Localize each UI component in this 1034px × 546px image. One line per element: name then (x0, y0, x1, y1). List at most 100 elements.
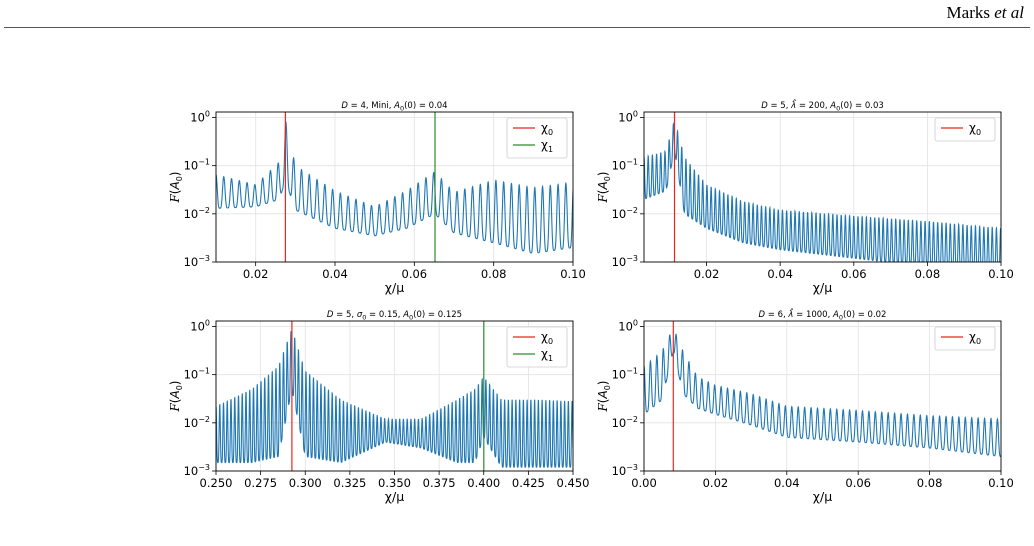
y-label-subscript: 0 (175, 385, 184, 390)
series-line (216, 331, 573, 468)
y-tick-base: 10 (612, 416, 627, 430)
y-label-paren-close: ) (168, 380, 182, 385)
chart-title-segment: A (393, 101, 400, 111)
x-tick-label: 0.300 (289, 476, 322, 490)
legend-label-chi0: χ0 (541, 330, 553, 346)
legend-label-subscript: 0 (976, 128, 981, 137)
chart-title-segment: = 5, (768, 101, 791, 111)
y-tick-base: 10 (612, 464, 627, 478)
chart-title-segment: 0 (362, 314, 366, 322)
x-axis-label: χ/μ (813, 489, 832, 504)
y-axis-label: F(A0) (168, 380, 184, 412)
x-tick-label: 0.250 (200, 476, 233, 490)
chart-title-segment: A (829, 101, 836, 111)
chart-title-segment: 0 (400, 105, 404, 113)
y-tick-base: 10 (184, 416, 199, 430)
x-tick-label: 0.02 (694, 267, 720, 281)
y-tick-exponent: −2 (198, 206, 210, 215)
chart-title-segment: D (341, 101, 348, 111)
y-tick-exponent: −1 (626, 367, 638, 376)
y-tick-exponent: 0 (205, 109, 210, 118)
legend-label-chi1: χ1 (541, 347, 553, 363)
x-tick-label: 0.10 (988, 476, 1014, 490)
x-tick-label: 0.08 (481, 267, 507, 281)
y-tick-label: 100 (618, 109, 638, 124)
series-line (644, 122, 1001, 262)
chart-title: D = 5, σ0 = 0.15, A0(0) = 0.125 (327, 310, 462, 322)
y-tick-base: 10 (184, 159, 199, 173)
y-label-var: A (168, 181, 182, 190)
legend-label-symbol: χ (541, 121, 548, 135)
y-tick-exponent: −2 (626, 206, 638, 215)
y-axis-label: F(A0) (596, 171, 612, 203)
x-tick-label: 0.04 (767, 267, 793, 281)
chart-title-segment: D (327, 310, 334, 320)
y-label-script-f: F (168, 403, 182, 413)
legend-label-symbol: χ (969, 121, 976, 135)
chart-title-segment: = 200, (796, 101, 830, 111)
x-tick-label: 0.02 (703, 476, 729, 490)
chart-title: D = 6, λ̂ = 1000, A0(0) = 0.02 (759, 307, 887, 321)
author-suffix: et al (994, 3, 1024, 22)
y-label-script-f: F (168, 194, 182, 204)
x-tick-label: 0.08 (915, 267, 941, 281)
y-label-paren-close: ) (596, 171, 610, 176)
chart-title-segment: λ̂ (787, 307, 794, 320)
running-head: Marks et al (947, 3, 1024, 23)
y-tick-label: 100 (190, 318, 210, 333)
legend-box (934, 326, 996, 351)
y-tick-base: 10 (190, 319, 205, 333)
y-label-subscript: 0 (603, 176, 612, 181)
x-tick-label: 0.06 (841, 267, 867, 281)
y-tick-label: 10−2 (612, 206, 638, 221)
chart-title-segment: σ (357, 310, 363, 320)
x-tick-label: 0.04 (774, 476, 800, 490)
legend-label-chi0: χ0 (969, 330, 981, 346)
legend-label-chi0: χ0 (969, 121, 981, 137)
y-tick-label: 10−1 (184, 367, 210, 382)
chart-title-segment: A (402, 310, 409, 320)
y-tick-exponent: −1 (626, 158, 638, 167)
y-tick-base: 10 (618, 319, 633, 333)
y-label-paren-close: ) (168, 171, 182, 176)
y-tick-base: 10 (184, 464, 199, 478)
y-tick-label: 10−2 (184, 415, 210, 430)
y-tick-label: 100 (190, 109, 210, 124)
y-tick-base: 10 (612, 368, 627, 382)
legend-label-symbol: χ (541, 347, 548, 361)
y-tick-exponent: −3 (626, 463, 638, 472)
y-label-paren-close: ) (596, 380, 610, 385)
y-tick-base: 10 (184, 207, 199, 221)
header-rule (4, 27, 1030, 28)
plot-frame (643, 111, 1002, 263)
y-label-script-f: F (596, 403, 610, 413)
y-tick-label: 10−3 (612, 463, 638, 478)
chart-title-segment: (0) = 0.125 (413, 310, 462, 320)
legend-label-chi0: χ0 (541, 121, 553, 137)
legend-label-chi1: χ1 (541, 138, 553, 154)
legend-label-subscript: 0 (548, 128, 553, 137)
x-tick-label: 0.04 (322, 267, 348, 281)
chart-title-segment: (0) = 0.03 (840, 101, 884, 111)
y-label-script-f: F (596, 194, 610, 204)
chart-title: D = 4, Mini, A0(0) = 0.04 (341, 101, 447, 113)
y-tick-label: 10−2 (612, 415, 638, 430)
y-tick-base: 10 (612, 207, 627, 221)
x-tick-label: 0.350 (378, 476, 411, 490)
chart-title-segment: (0) = 0.04 (404, 101, 448, 111)
legend-label-subscript: 0 (976, 337, 981, 346)
y-label-paren-open: ( (596, 189, 610, 194)
legend-label-subscript: 1 (548, 354, 553, 363)
series-line (216, 120, 573, 254)
chart-title-segment: D (759, 310, 766, 320)
y-label-paren-open: ( (168, 398, 182, 403)
y-tick-exponent: −3 (198, 254, 210, 263)
y-tick-exponent: −3 (198, 463, 210, 472)
y-label-paren-open: ( (596, 398, 610, 403)
y-tick-label: 10−1 (612, 158, 638, 173)
chart-panel-3: 0.250 0.275 0.300 0.325 0.350 0.375 0.400 0.425… (168, 310, 589, 504)
y-tick-base: 10 (612, 255, 627, 269)
plot-frame (643, 320, 1002, 472)
x-axis-label: χ/μ (385, 489, 404, 504)
